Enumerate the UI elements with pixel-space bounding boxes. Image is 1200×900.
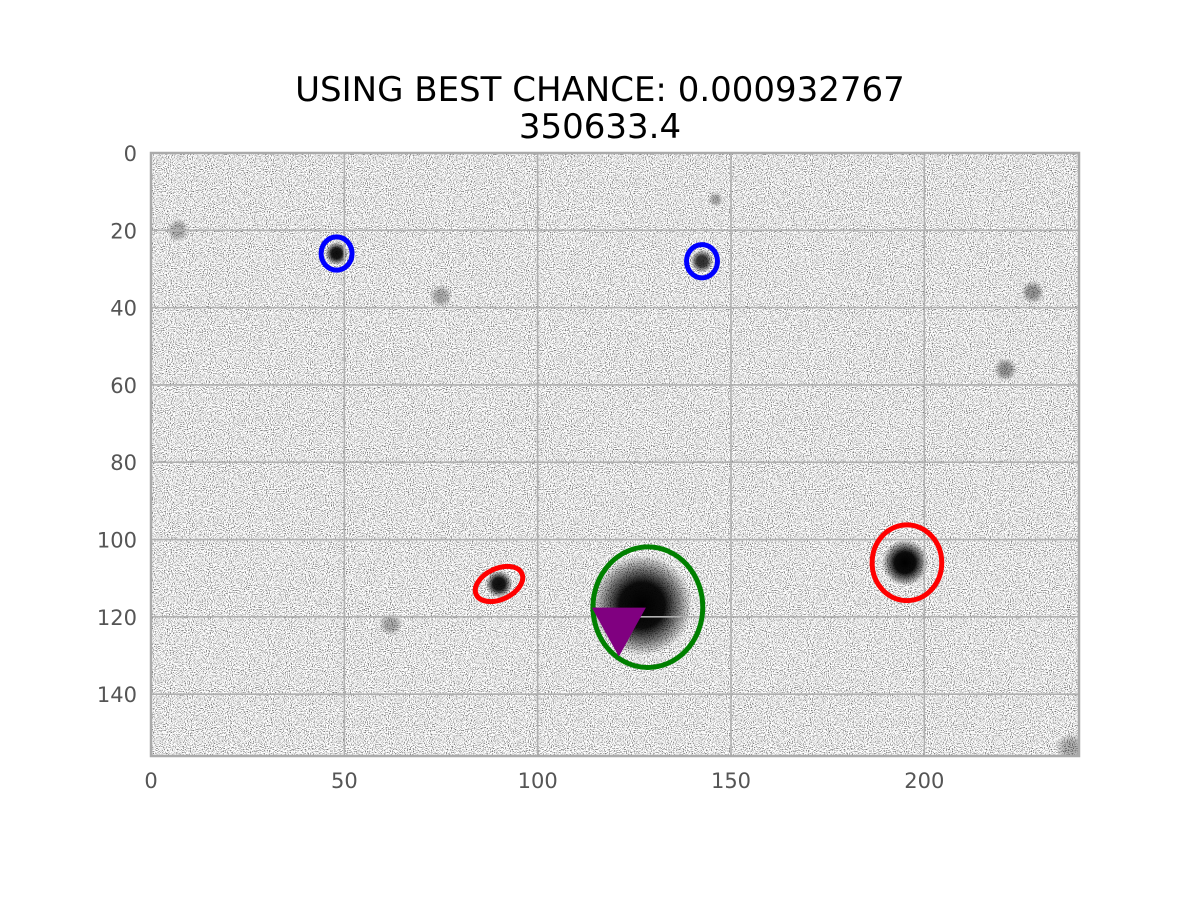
x-tick-label-4: 200 <box>904 769 944 793</box>
y-tick-label-4: 80 <box>110 451 137 475</box>
plot-area <box>149 151 1081 758</box>
grid-lines <box>150 152 1079 756</box>
image-noise <box>151 153 1079 756</box>
chart-title-line-2: 350633.4 <box>518 107 682 147</box>
source-2 <box>485 570 513 598</box>
x-tick-labels: 0 50 100 150 200 <box>144 769 944 793</box>
y-tick-label-0: 0 <box>124 142 137 166</box>
aperture-red-3 <box>869 522 945 604</box>
aperture-red-2 <box>472 563 526 605</box>
aperture-blue-0 <box>318 234 355 273</box>
source-8 <box>993 357 1018 382</box>
chart-title-line-1: USING BEST CHANCE: 0.000932767 <box>295 70 905 110</box>
source-0 <box>325 241 349 266</box>
aperture-ellipses <box>318 234 945 670</box>
source-7 <box>1021 280 1045 304</box>
source-9 <box>379 612 403 637</box>
y-tick-label-7: 140 <box>97 683 137 707</box>
marker-triangle <box>591 607 646 657</box>
source-1 <box>690 249 714 273</box>
y-tick-labels: 0 20 40 60 80 100 120 140 <box>97 142 137 707</box>
x-tick-label-0: 0 <box>144 769 157 793</box>
source-6 <box>429 284 453 308</box>
y-tick-label-2: 40 <box>110 297 137 321</box>
x-tick-label-3: 150 <box>711 769 751 793</box>
marker-layer <box>591 607 646 657</box>
source-3 <box>881 539 929 586</box>
x-tick-label-1: 50 <box>331 769 358 793</box>
y-tick-label-3: 60 <box>110 374 137 398</box>
aperture-blue-1 <box>684 242 720 281</box>
source-10 <box>707 191 724 208</box>
y-tick-label-6: 120 <box>97 606 137 630</box>
x-tick-label-2: 100 <box>518 769 558 793</box>
y-tick-label-5: 100 <box>97 529 137 553</box>
y-tick-label-1: 20 <box>110 219 137 243</box>
source-11 <box>1055 732 1079 756</box>
axes-frame <box>149 151 1081 758</box>
aperture-green-4 <box>590 544 706 670</box>
